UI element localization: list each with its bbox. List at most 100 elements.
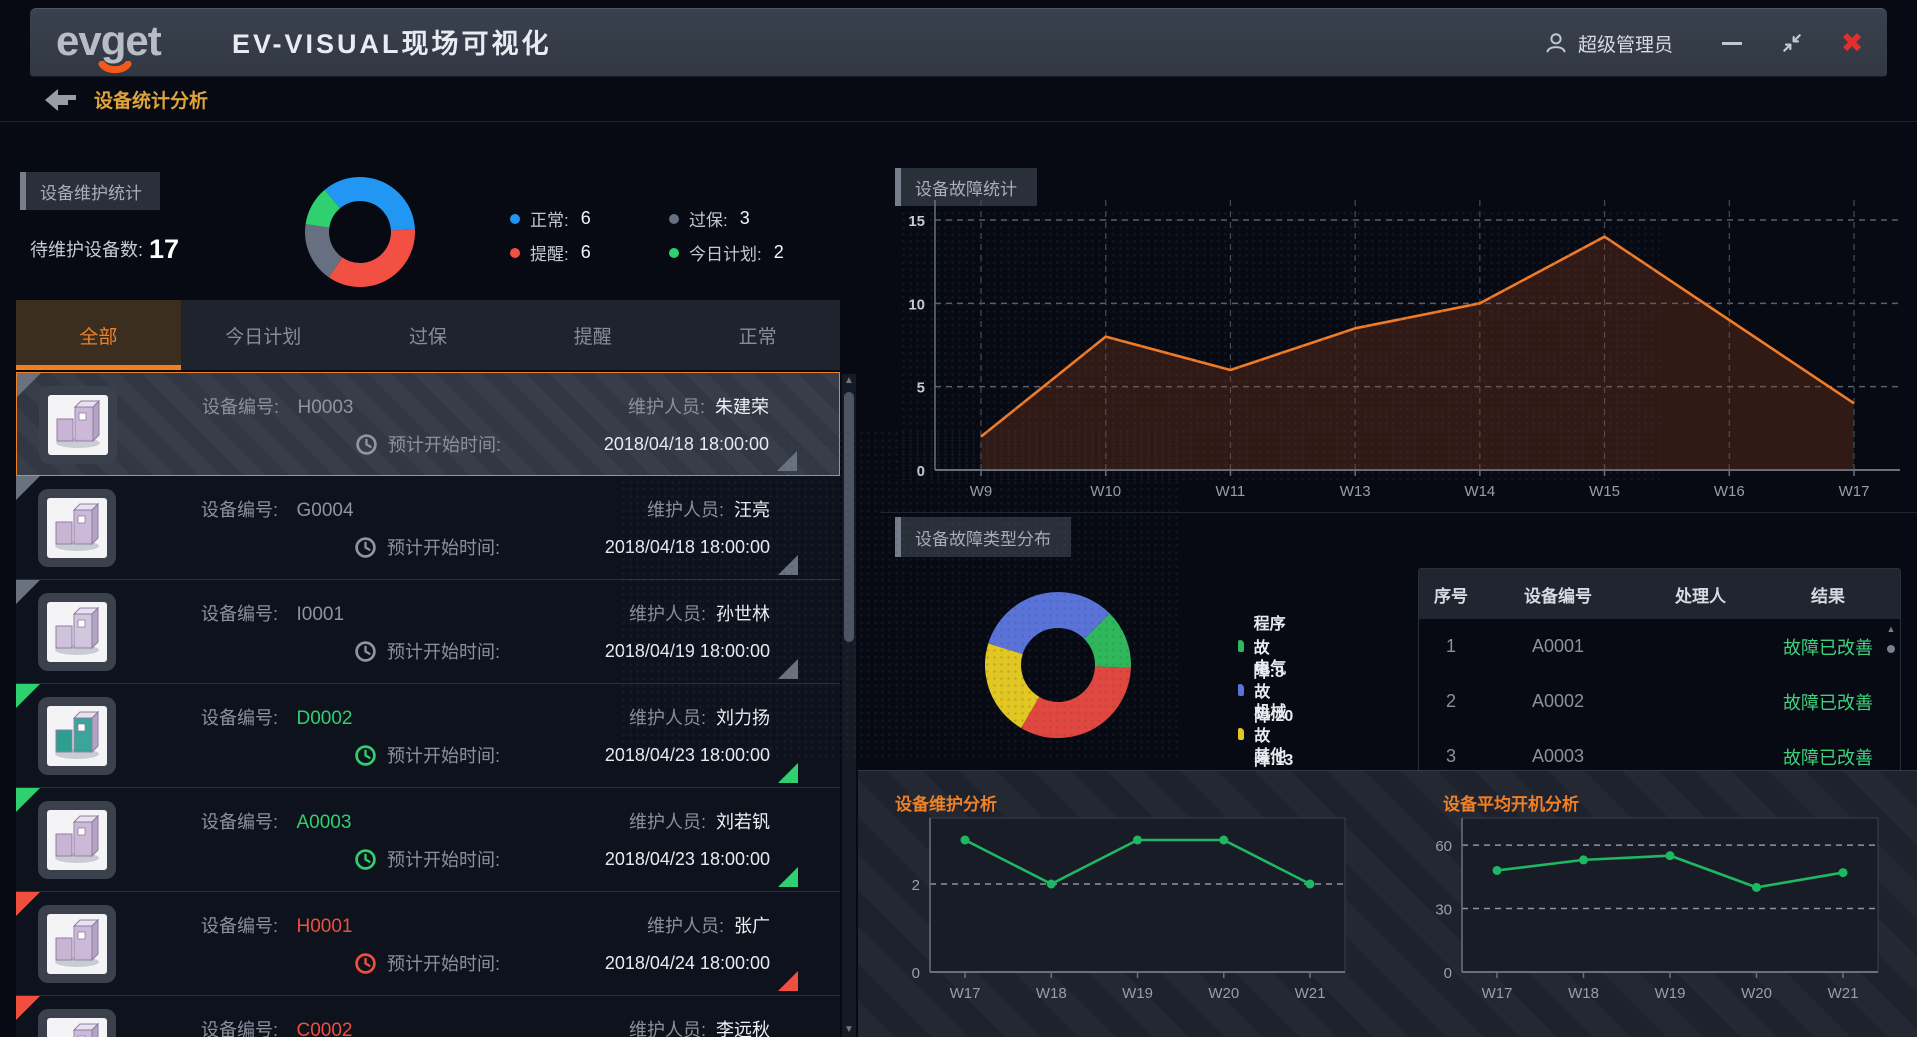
tab-过保[interactable]: 过保	[408, 326, 447, 348]
status-flag-icon	[17, 373, 41, 397]
cell-no: 3	[1445, 746, 1456, 766]
scroll-down-icon[interactable]: ▼	[844, 1024, 854, 1035]
clock-icon	[356, 433, 377, 455]
back-arrow-icon[interactable]	[44, 88, 78, 112]
svg-text:W19: W19	[1655, 985, 1686, 1002]
legend-value: 3	[739, 208, 750, 228]
list-scrollbar[interactable]: ▲ ▼	[842, 374, 856, 1037]
restore-icon	[1783, 34, 1801, 52]
start-time-label: 预计开始时间:	[387, 746, 501, 766]
legend-item: 提醒: 6	[510, 240, 591, 265]
start-time-value: 2018/04/18 18:00:00	[604, 536, 770, 557]
svg-text:W16: W16	[1714, 483, 1745, 500]
pending-value: 17	[149, 234, 180, 264]
legend-label: 今日计划:	[689, 245, 762, 264]
tab-全部[interactable]: 全部	[16, 300, 181, 370]
start-time-value: 2018/04/23 18:00:00	[604, 744, 770, 765]
status-corner-icon	[778, 555, 798, 575]
pending-count: 待维护设备数: 17	[30, 234, 179, 265]
device-row-C0002[interactable]: 设备编号: C0002 维护人员: 李远秋 预计开始时间: 2018/04/24…	[16, 996, 840, 1037]
legend-value: 6	[580, 208, 591, 228]
clock-icon	[355, 952, 376, 974]
device-thumbnail	[47, 1018, 107, 1037]
device-id-label: 设备编号:	[202, 397, 280, 417]
person-value: 刘力扬	[716, 708, 770, 728]
device-thumbnail	[47, 810, 107, 870]
restore-button[interactable]	[1777, 28, 1807, 58]
person-value: 汪亮	[734, 500, 770, 520]
status-flag-icon	[16, 996, 40, 1020]
person-value: 朱建荣	[715, 397, 769, 417]
svg-text:W9: W9	[970, 483, 993, 500]
device-row-G0004[interactable]: 设备编号: G0004 维护人员: 汪亮 预计开始时间: 2018/04/18 …	[16, 476, 840, 580]
tab-今日计划[interactable]: 今日计划	[225, 326, 302, 348]
start-time-label: 预计开始时间:	[387, 954, 501, 974]
app-title: EV-VISUAL现场可视化	[232, 29, 552, 59]
device-row-A0003[interactable]: 设备编号: A0003 维护人员: 刘若钒 预计开始时间: 2018/04/23…	[16, 788, 840, 892]
status-corner-icon	[778, 763, 798, 783]
device-row-H0001[interactable]: 设备编号: H0001 维护人员: 张广 预计开始时间: 2018/04/24 …	[16, 892, 840, 996]
table-row-A0003[interactable]: 3 A0003 故障已改善	[1419, 729, 1900, 784]
device-id-label: 设备编号:	[201, 708, 279, 728]
svg-text:2: 2	[912, 877, 920, 894]
fault-table-header: 序号 设备编号 处理人 结果	[1419, 569, 1900, 619]
table-header-2: 处理人	[1675, 586, 1726, 606]
status-flag-icon	[16, 892, 40, 916]
svg-text:W17: W17	[950, 985, 981, 1002]
scroll-up-icon[interactable]: ▲	[844, 375, 854, 386]
svg-text:5: 5	[917, 380, 925, 397]
minimize-button[interactable]	[1717, 28, 1747, 58]
status-flag-icon	[16, 580, 40, 604]
fault-stats-chip: 设备故障统计	[895, 168, 1037, 206]
table-scroll-thumb[interactable]	[1887, 645, 1895, 653]
device-id-label: 设备编号:	[201, 604, 279, 624]
person-label: 维护人员:	[646, 916, 724, 936]
person-value: 张广	[734, 916, 770, 936]
device-row-I0001[interactable]: 设备编号: I0001 维护人员: 孙世林 预计开始时间: 2018/04/19…	[16, 580, 840, 684]
user-menu[interactable]: 超级管理员	[1544, 30, 1673, 57]
person-label: 维护人员:	[628, 812, 706, 832]
cell-result: 故障已改善	[1783, 692, 1873, 713]
device-id-label: 设备编号:	[201, 916, 279, 936]
device-list: 设备编号: H0003 维护人员: 朱建荣 预计开始时间: 2018/04/18…	[16, 372, 840, 1037]
svg-text:W21: W21	[1295, 985, 1326, 1002]
start-time-label: 预计开始时间:	[387, 850, 501, 870]
tab-提醒[interactable]: 提醒	[573, 326, 612, 348]
evget-logo: evget	[56, 17, 162, 64]
legend-dot-icon	[510, 247, 520, 258]
user-name: 超级管理员	[1577, 34, 1673, 56]
close-button[interactable]: ✖	[1837, 28, 1867, 58]
table-row-A0001[interactable]: 1 A0001 故障已改善	[1419, 619, 1900, 674]
svg-text:W17: W17	[1482, 985, 1513, 1002]
svg-text:W21: W21	[1828, 985, 1859, 1002]
minimize-icon	[1722, 41, 1742, 45]
cell-device: A0001	[1531, 636, 1585, 656]
status-corner-icon	[778, 971, 798, 991]
title-bar: evget EV-VISUAL现场可视化 超级管理员	[30, 8, 1887, 76]
device-row-H0003[interactable]: 设备编号: H0003 维护人员: 朱建荣 预计开始时间: 2018/04/18…	[16, 372, 840, 476]
scroll-thumb[interactable]	[844, 392, 854, 642]
legend-dot-icon	[669, 213, 679, 224]
tab-正常[interactable]: 正常	[738, 326, 777, 348]
cell-no: 1	[1445, 636, 1456, 656]
svg-text:W13: W13	[1340, 483, 1371, 500]
fault-line-chart: 0 5 10 15 W9 W10 W11 W13 W14 W15 W16 W17	[908, 200, 1900, 500]
clock-icon	[355, 536, 376, 558]
maintenance-chip: 设备维护统计	[20, 172, 160, 210]
start-time-label: 预计开始时间:	[387, 642, 501, 662]
legend-label: 提醒:	[530, 245, 569, 264]
person-label: 维护人员:	[646, 500, 724, 520]
svg-text:0: 0	[1444, 965, 1452, 982]
table-scroll-up-icon[interactable]: ▲	[1886, 624, 1896, 634]
start-time-value: 2018/04/19 18:00:00	[604, 640, 770, 661]
start-time-label: 预计开始时间:	[387, 538, 501, 558]
fault-legend-item: 机械故障:13	[1238, 698, 1299, 770]
device-row-D0002[interactable]: 设备编号: D0002 维护人员: 刘力扬 预计开始时间: 2018/04/23…	[16, 684, 840, 788]
section-divider	[880, 512, 1917, 513]
svg-text:W20: W20	[1741, 985, 1772, 1002]
legend-label: 正常:	[530, 211, 569, 230]
table-row-A0002[interactable]: 2 A0002 故障已改善	[1419, 674, 1900, 729]
svg-text:30: 30	[1435, 902, 1452, 919]
table-header-0: 序号	[1434, 586, 1468, 606]
